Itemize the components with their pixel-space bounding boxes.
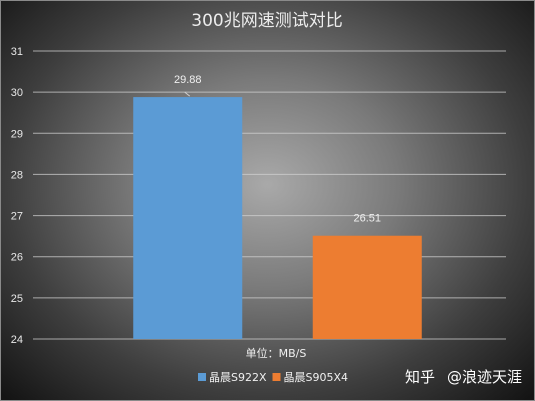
y-axis-ticks: 24 25 26 27 28 29 30 31 xyxy=(11,46,23,346)
data-label-2: 26.51 xyxy=(353,213,381,225)
watermark-author: @浪迹天涯 xyxy=(447,368,522,386)
y-gridlines xyxy=(33,50,506,340)
y-tick-label-30: 30 xyxy=(11,87,23,99)
legend-swatch-2 xyxy=(272,373,281,381)
y-tick-label-28: 28 xyxy=(11,169,23,181)
y-tick-label-25: 25 xyxy=(11,293,23,305)
x-axis-title: 单位：MB/S xyxy=(246,346,307,360)
bar-2 xyxy=(312,235,422,339)
bar-1 xyxy=(133,97,243,339)
legend-label-2: 晶晨S905X4 xyxy=(284,371,349,384)
y-tick-label-31: 31 xyxy=(11,46,23,58)
legend-label-1: 晶晨S922X xyxy=(209,371,267,384)
y-tick-label-27: 27 xyxy=(11,211,23,223)
legend-swatch-1 xyxy=(198,373,206,381)
chart-title: 300兆网速测试对比 xyxy=(191,11,342,31)
y-tick-label-26: 26 xyxy=(11,252,23,264)
y-tick-label-24: 24 xyxy=(11,334,23,346)
data-labels: 29.88 26.51 xyxy=(174,74,381,225)
data-label-leader-1 xyxy=(184,91,191,97)
watermark-platform: 知乎 xyxy=(405,368,435,386)
y-tick-label-29: 29 xyxy=(11,128,23,140)
data-label-1: 29.88 xyxy=(174,74,202,86)
legend: 晶晨S922X 晶晨S905X4 xyxy=(198,371,348,384)
bars xyxy=(133,97,422,339)
